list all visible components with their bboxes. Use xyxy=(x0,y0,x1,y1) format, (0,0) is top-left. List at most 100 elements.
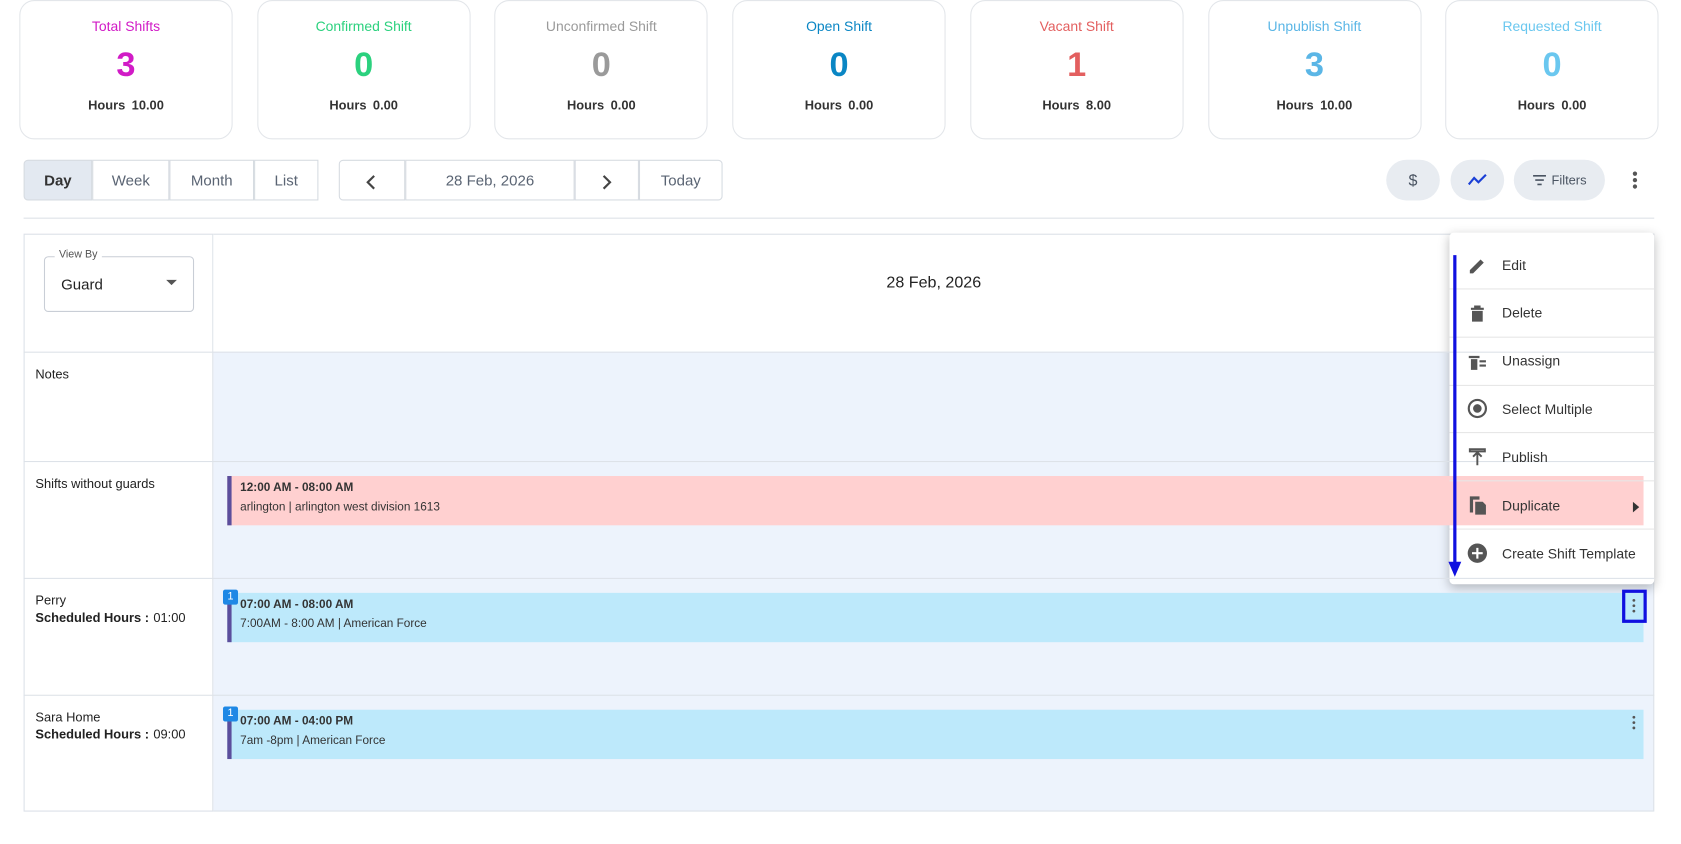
view-by-select[interactable] xyxy=(43,256,195,312)
stat-value: 1 xyxy=(1067,45,1087,84)
next-button[interactable] xyxy=(574,159,639,201)
menu-label: Duplicate xyxy=(1502,496,1561,513)
menu-label: Create Shift Template xyxy=(1502,545,1636,562)
context-menu xyxy=(1449,232,1655,585)
stat-card: Open Shift 0 Hours 0.00 xyxy=(732,0,946,140)
view-tab[interactable]: Month xyxy=(169,159,255,201)
dropdown-arrow xyxy=(166,279,177,286)
stat-card: Vacant Shift 1 Hours 8.00 xyxy=(970,0,1184,140)
stat-card: Total Shifts 3 Hours 10.00 xyxy=(19,0,233,140)
menu-item[interactable]: Unassign xyxy=(1449,337,1655,386)
shift-menu-dots[interactable] xyxy=(1631,714,1637,731)
hours-label: Scheduled Hours : xyxy=(35,726,150,742)
stat-value: 3 xyxy=(1304,45,1324,84)
menu-item[interactable]: Edit xyxy=(1449,241,1655,290)
menu-item[interactable]: Create Shift Template xyxy=(1449,529,1654,577)
hours-label: Hours xyxy=(88,97,126,113)
left-column xyxy=(23,233,214,812)
shift-detail: 7:00AM - 8:00 AM | American Force xyxy=(240,617,427,631)
chart-button[interactable] xyxy=(1450,159,1505,201)
stat-hours: Hours 8.00 xyxy=(971,98,1182,113)
hours-value: 0.00 xyxy=(1561,97,1587,113)
stat-card: Requested Shift 0 Hours 0.00 xyxy=(1445,0,1659,140)
scheduled-hours: Scheduled Hours :09:00 xyxy=(35,727,185,742)
shift-time: 07:00 AM - 08:00 AM xyxy=(240,598,354,612)
stat-title: Unconfirmed Shift xyxy=(545,18,657,35)
grid-row xyxy=(23,351,1655,461)
menu-icon xyxy=(1467,302,1488,323)
scheduled-hours: Scheduled Hours :01:00 xyxy=(35,610,185,625)
hours-label: Hours xyxy=(1276,97,1314,113)
prev-button[interactable] xyxy=(338,159,406,201)
stat-card: Unconfirmed Shift 0 Hours 0.00 xyxy=(494,0,709,140)
menu-label: Delete xyxy=(1502,304,1543,321)
hours-label: Hours xyxy=(1042,97,1080,113)
menu-item[interactable]: Select Multiple xyxy=(1449,385,1655,434)
row-name: Notes xyxy=(35,366,69,382)
hours-value: 8.00 xyxy=(1085,97,1112,113)
stat-hours: Hours 0.00 xyxy=(1446,98,1657,113)
view-tab[interactable]: List xyxy=(254,159,319,201)
shift-bar[interactable]: 12:00 AM - 08:00 AM arlington | arlington… xyxy=(227,476,1644,526)
shift-detail: arlington | arlington west division 1613 xyxy=(240,500,440,514)
header-date: 28 Feb, 2026 xyxy=(886,273,982,292)
annotation-arrow xyxy=(1448,255,1462,577)
submenu-arrow xyxy=(1632,500,1640,516)
cost-button[interactable]: $ xyxy=(1386,159,1440,201)
hours-label: Hours xyxy=(567,97,605,113)
hours-value: 09:00 xyxy=(153,726,186,742)
view-by-value: Guard xyxy=(61,275,103,293)
shift-bar[interactable]: 07:00 AM - 08:00 AM 7:00AM - 8:00 AM | Am… xyxy=(227,592,1644,643)
stat-title: Open Shift xyxy=(806,18,872,35)
view-tab[interactable]: Day xyxy=(23,159,93,201)
filters-label: Filters xyxy=(1551,172,1587,188)
view-by-label: View By xyxy=(54,248,102,261)
hours-value: 0.00 xyxy=(372,97,398,113)
hours-label: Hours xyxy=(804,97,842,113)
stat-card: Confirmed Shift 0 Hours 0.00 xyxy=(256,0,471,140)
menu-item[interactable]: Delete xyxy=(1449,289,1655,338)
shift-bar[interactable]: 07:00 AM - 04:00 PM 7am -8pm | American F… xyxy=(227,709,1644,760)
menu-item[interactable]: Duplicate xyxy=(1449,481,1655,530)
view-tab[interactable]: Week xyxy=(92,159,170,201)
menu-label: Publish xyxy=(1502,448,1548,465)
more-button[interactable] xyxy=(1630,169,1641,190)
stat-value: 0 xyxy=(591,45,611,84)
today-button[interactable]: Today xyxy=(638,159,723,201)
filters-button[interactable]: Filters xyxy=(1513,159,1605,201)
stat-hours: Hours 10.00 xyxy=(1209,98,1420,113)
menu-label: Select Multiple xyxy=(1502,400,1593,417)
shift-time: 07:00 AM - 04:00 PM xyxy=(240,715,354,728)
grid-row xyxy=(23,461,1655,578)
hours-value: 10.00 xyxy=(131,97,164,113)
stat-title: Vacant Shift xyxy=(1039,18,1114,35)
prev-icon xyxy=(366,175,375,190)
hours-label: Scheduled Hours : xyxy=(35,610,150,626)
stat-title: Confirmed Shift xyxy=(315,18,412,35)
menu-icon xyxy=(1467,254,1488,275)
stat-value: 0 xyxy=(354,45,374,84)
stat-hours: Hours 0.00 xyxy=(496,98,707,113)
menu-icon xyxy=(1467,350,1488,371)
row-name: Perry xyxy=(35,592,67,608)
shift-badge: 1 xyxy=(222,706,239,722)
divider xyxy=(23,217,1655,219)
next-icon xyxy=(602,175,612,190)
menu-item[interactable]: Publish xyxy=(1449,433,1655,482)
hours-value: 0.00 xyxy=(848,97,874,113)
hours-label: Hours xyxy=(1517,97,1555,113)
menu-icon xyxy=(1467,398,1488,419)
menu-label: Unassign xyxy=(1502,352,1561,369)
shift-badge: 1 xyxy=(222,589,239,605)
annotation-box xyxy=(1622,589,1647,623)
date-display[interactable]: 28 Feb, 2026 xyxy=(405,159,575,201)
header-cell xyxy=(213,233,1655,352)
shift-menu-dots[interactable] xyxy=(1631,597,1637,614)
hours-value: 0.00 xyxy=(610,97,636,113)
stat-value: 0 xyxy=(1542,45,1562,84)
stat-value: 0 xyxy=(829,45,849,84)
menu-label: Edit xyxy=(1502,256,1527,273)
row-name: Shifts without guards xyxy=(35,476,155,492)
stat-hours: Hours 0.00 xyxy=(258,98,469,113)
